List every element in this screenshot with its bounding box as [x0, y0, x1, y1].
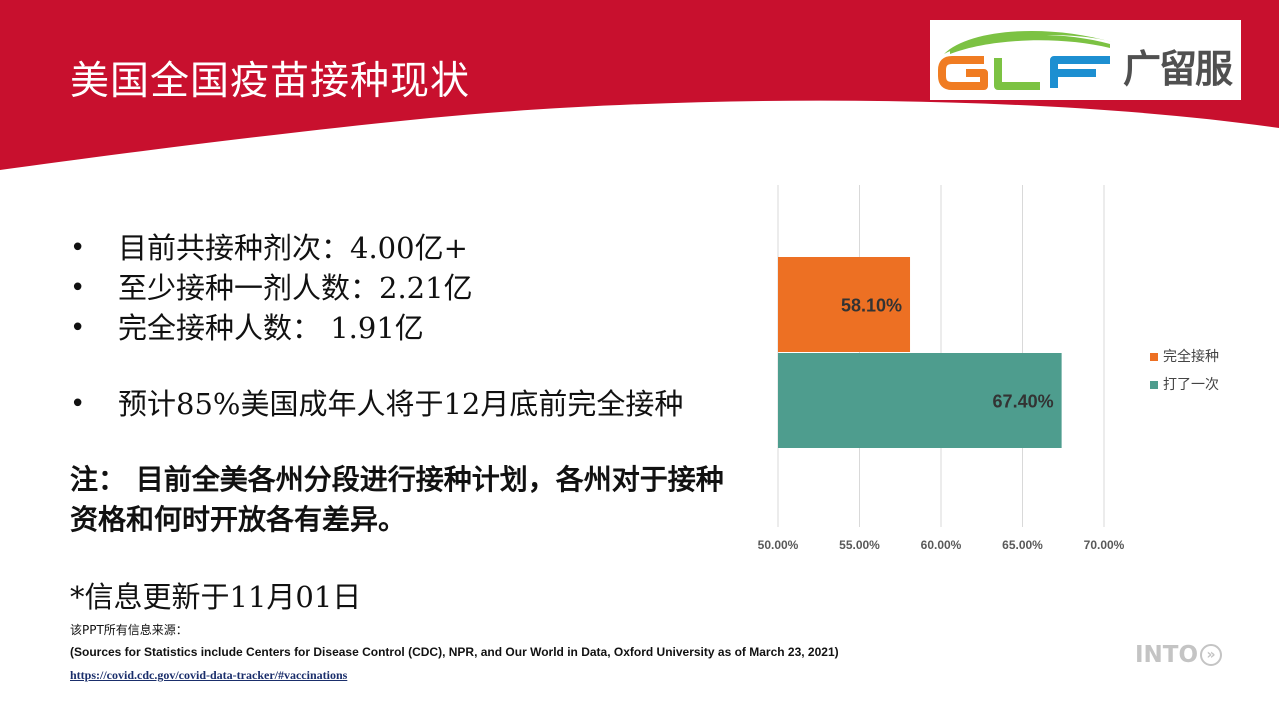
bullet-dot: • — [70, 273, 86, 303]
x-tick-label: 65.00% — [1002, 538, 1043, 552]
glf-logo: 广留服 — [930, 20, 1241, 100]
bar-one-dose — [778, 353, 1062, 448]
bullet-text-forecast: 预计85%美国成年人将于12月底前完全接种 — [118, 387, 684, 421]
into-logo-text: INTO — [1135, 642, 1199, 668]
slide-title: 美国全国疫苗接种现状 — [70, 59, 471, 104]
legend-item-full: 完全接种 — [1150, 346, 1219, 366]
source-link[interactable]: https://covid.cdc.gov/covid-data-tracker… — [70, 668, 348, 682]
bullet-dot: • — [70, 389, 86, 419]
chevron-right-icon: » — [1200, 644, 1223, 666]
legend-label-full: 完全接种 — [1163, 349, 1219, 365]
x-tick-label: 50.00% — [758, 538, 799, 552]
bullet-text-one-dose: 至少接种一剂人数：2.21亿 — [118, 271, 473, 305]
source-label: 该PPT所有信息来源： — [70, 623, 188, 637]
x-tick-label: 70.00% — [1084, 538, 1125, 552]
logo-brand-text: 广留服 — [1123, 47, 1233, 91]
into-logo: INTO» — [1135, 642, 1223, 668]
bar-data-label: 67.40% — [993, 392, 1054, 412]
update-date-text: *信息更新于11月01日 — [70, 580, 362, 614]
legend-label-one: 打了一次 — [1163, 377, 1219, 393]
bullet-text-total-doses: 目前共接种剂次：4.00亿+ — [118, 231, 468, 265]
x-tick-label: 60.00% — [921, 538, 962, 552]
glf-logo-mark — [938, 30, 1112, 90]
vaccination-bar-chart: 58.10% 67.40% 50.00% 55.00% 60.00% 65.00% 70.… — [758, 185, 1125, 552]
bullet-dot: • — [70, 313, 86, 343]
legend-item-one: 打了一次 — [1150, 374, 1219, 394]
legend-swatch-full — [1150, 353, 1158, 361]
note-text: 注： 目前全美各州分段进行接种计划，各州对于接种资格和何时开放各有差异。 — [70, 463, 724, 536]
bar-fully-vaccinated — [778, 257, 911, 352]
bullet-text-fully-vaccinated: 完全接种人数： 1.91亿 — [118, 311, 424, 345]
chart-x-axis: 50.00% 55.00% 60.00% 65.00% 70.00% — [758, 538, 1125, 552]
chart-bars: 58.10% 67.40% — [778, 257, 1062, 448]
x-tick-label: 55.00% — [839, 538, 880, 552]
legend-swatch-one — [1150, 381, 1158, 389]
bar-data-label: 58.10% — [841, 296, 902, 316]
source-citation: (Sources for Statistics include Centers … — [70, 645, 839, 659]
bullet-dot: • — [70, 233, 86, 263]
